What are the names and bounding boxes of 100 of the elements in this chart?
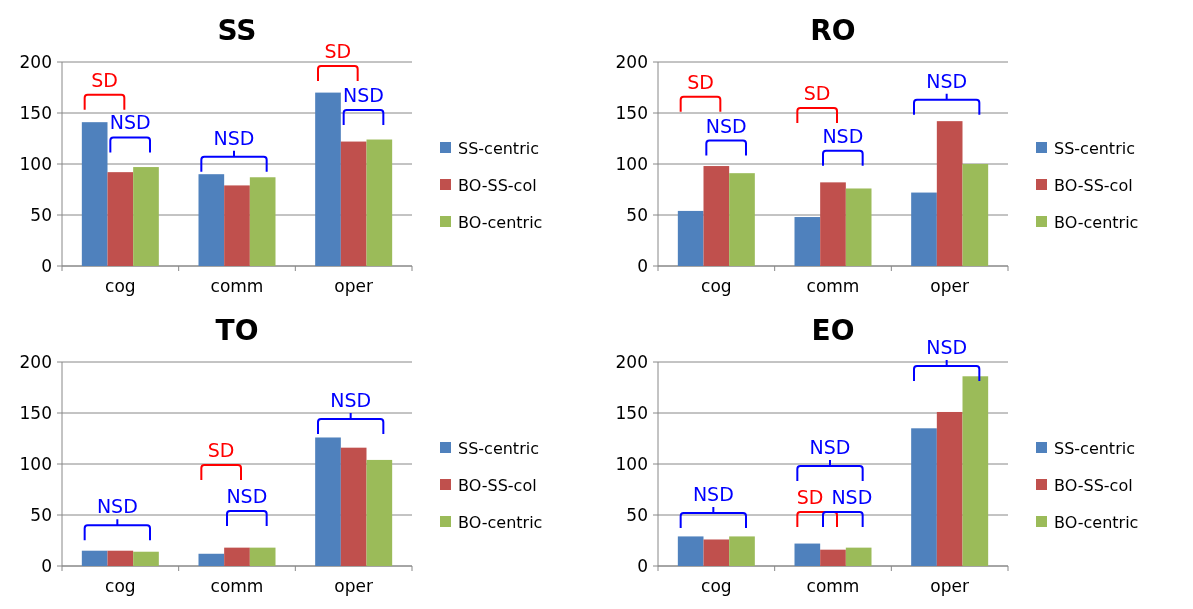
bar [315,437,341,566]
bar [962,164,989,266]
annotation: SD [91,68,118,91]
y-tick-label: 100 [615,153,648,174]
x-tick-label: oper [930,276,969,296]
bar [845,188,872,266]
bar [911,192,937,266]
bar [936,411,963,566]
y-tick-label: 50 [30,204,52,225]
annotation: NSD [926,69,968,92]
x-tick-label: comm [210,576,264,596]
annotation: NSD [109,111,151,134]
bar [107,550,134,566]
y-tick-label: 200 [19,351,52,372]
y-tick-label: 100 [19,453,52,474]
bar [794,217,821,266]
y-tick-label: 200 [615,51,648,72]
bar [820,182,846,266]
bar [729,173,755,266]
annotation: NSD [96,495,138,518]
annotation: NSD [692,482,734,505]
bar [366,459,393,566]
chart-title: RO [810,14,856,47]
legend-label: SS-centric [458,438,539,458]
annotation: NSD [705,114,747,137]
bar [911,428,937,566]
legend-label: BO-centric [1054,212,1139,232]
x-tick-label: comm [210,276,264,296]
chart-title: SS [217,14,257,47]
legend-label: SS-centric [1054,138,1135,158]
x-tick-label: oper [334,576,373,596]
bar [794,543,821,566]
bar [845,547,872,566]
bar [133,167,159,266]
legend-label: BO-SS-col [1054,175,1133,195]
bar [703,166,730,266]
bar [936,121,963,266]
bar [366,139,393,266]
bar [677,210,704,266]
bar [677,536,704,566]
bar [315,92,341,266]
y-tick-label: 150 [19,402,52,423]
y-tick-label: 0 [637,255,648,276]
chart-title: TO [215,314,259,347]
annotation: NSD [213,126,255,149]
x-tick-label: comm [806,576,860,596]
x-tick-label: cog [105,276,136,296]
bar [340,447,367,566]
text: NSD [926,336,968,359]
x-tick-label: cog [701,576,732,596]
bar [198,553,225,566]
bar [249,177,276,266]
y-tick-label: 200 [19,51,52,72]
bar [81,122,108,266]
y-tick-label: 0 [41,255,52,276]
y-tick-label: 150 [19,102,52,123]
x-tick-label: comm [806,276,860,296]
legend-label: BO-SS-col [458,475,537,495]
annotation: NSD [831,485,873,508]
x-tick-label: cog [701,276,732,296]
annotation: SD [803,81,831,104]
legend-label: SS-centric [458,138,539,158]
bar [820,549,846,566]
y-tick-label: 50 [626,204,648,225]
legend-label: BO-centric [458,212,543,232]
y-tick-label: 100 [19,153,52,174]
bar [729,536,755,566]
annotation: NSD [226,484,268,507]
legend-label: BO-centric [458,512,543,532]
y-tick-label: 150 [615,402,648,423]
annotation: SD [796,485,824,508]
bar [198,174,225,266]
bar [81,550,108,566]
y-tick-label: 0 [41,555,52,576]
bar [249,547,276,566]
bar [224,547,250,566]
bar [224,185,250,266]
y-tick-label: 0 [637,555,648,576]
x-tick-label: oper [334,276,373,296]
annotation: SD [687,70,714,93]
x-tick-label: cog [105,576,136,596]
legend-label: BO-SS-col [1054,475,1133,495]
annotation: NSD [343,83,384,106]
bar [133,551,159,566]
annotation: SD [324,40,352,63]
bar [962,376,989,566]
chart-title: EO [811,314,855,347]
bar [340,141,367,266]
annotation: SD [207,439,235,462]
annotation: NSD [822,124,864,147]
legend-label: SS-centric [1054,438,1135,458]
bar [703,539,730,566]
legend-label: BO-centric [1054,512,1139,532]
x-tick-label: oper [930,576,969,596]
bar [107,172,134,266]
y-tick-label: 50 [626,504,648,525]
y-tick-label: 150 [615,102,648,123]
legend-label: BO-SS-col [458,175,537,195]
annotation: NSD [330,389,372,412]
y-tick-label: 100 [615,453,648,474]
